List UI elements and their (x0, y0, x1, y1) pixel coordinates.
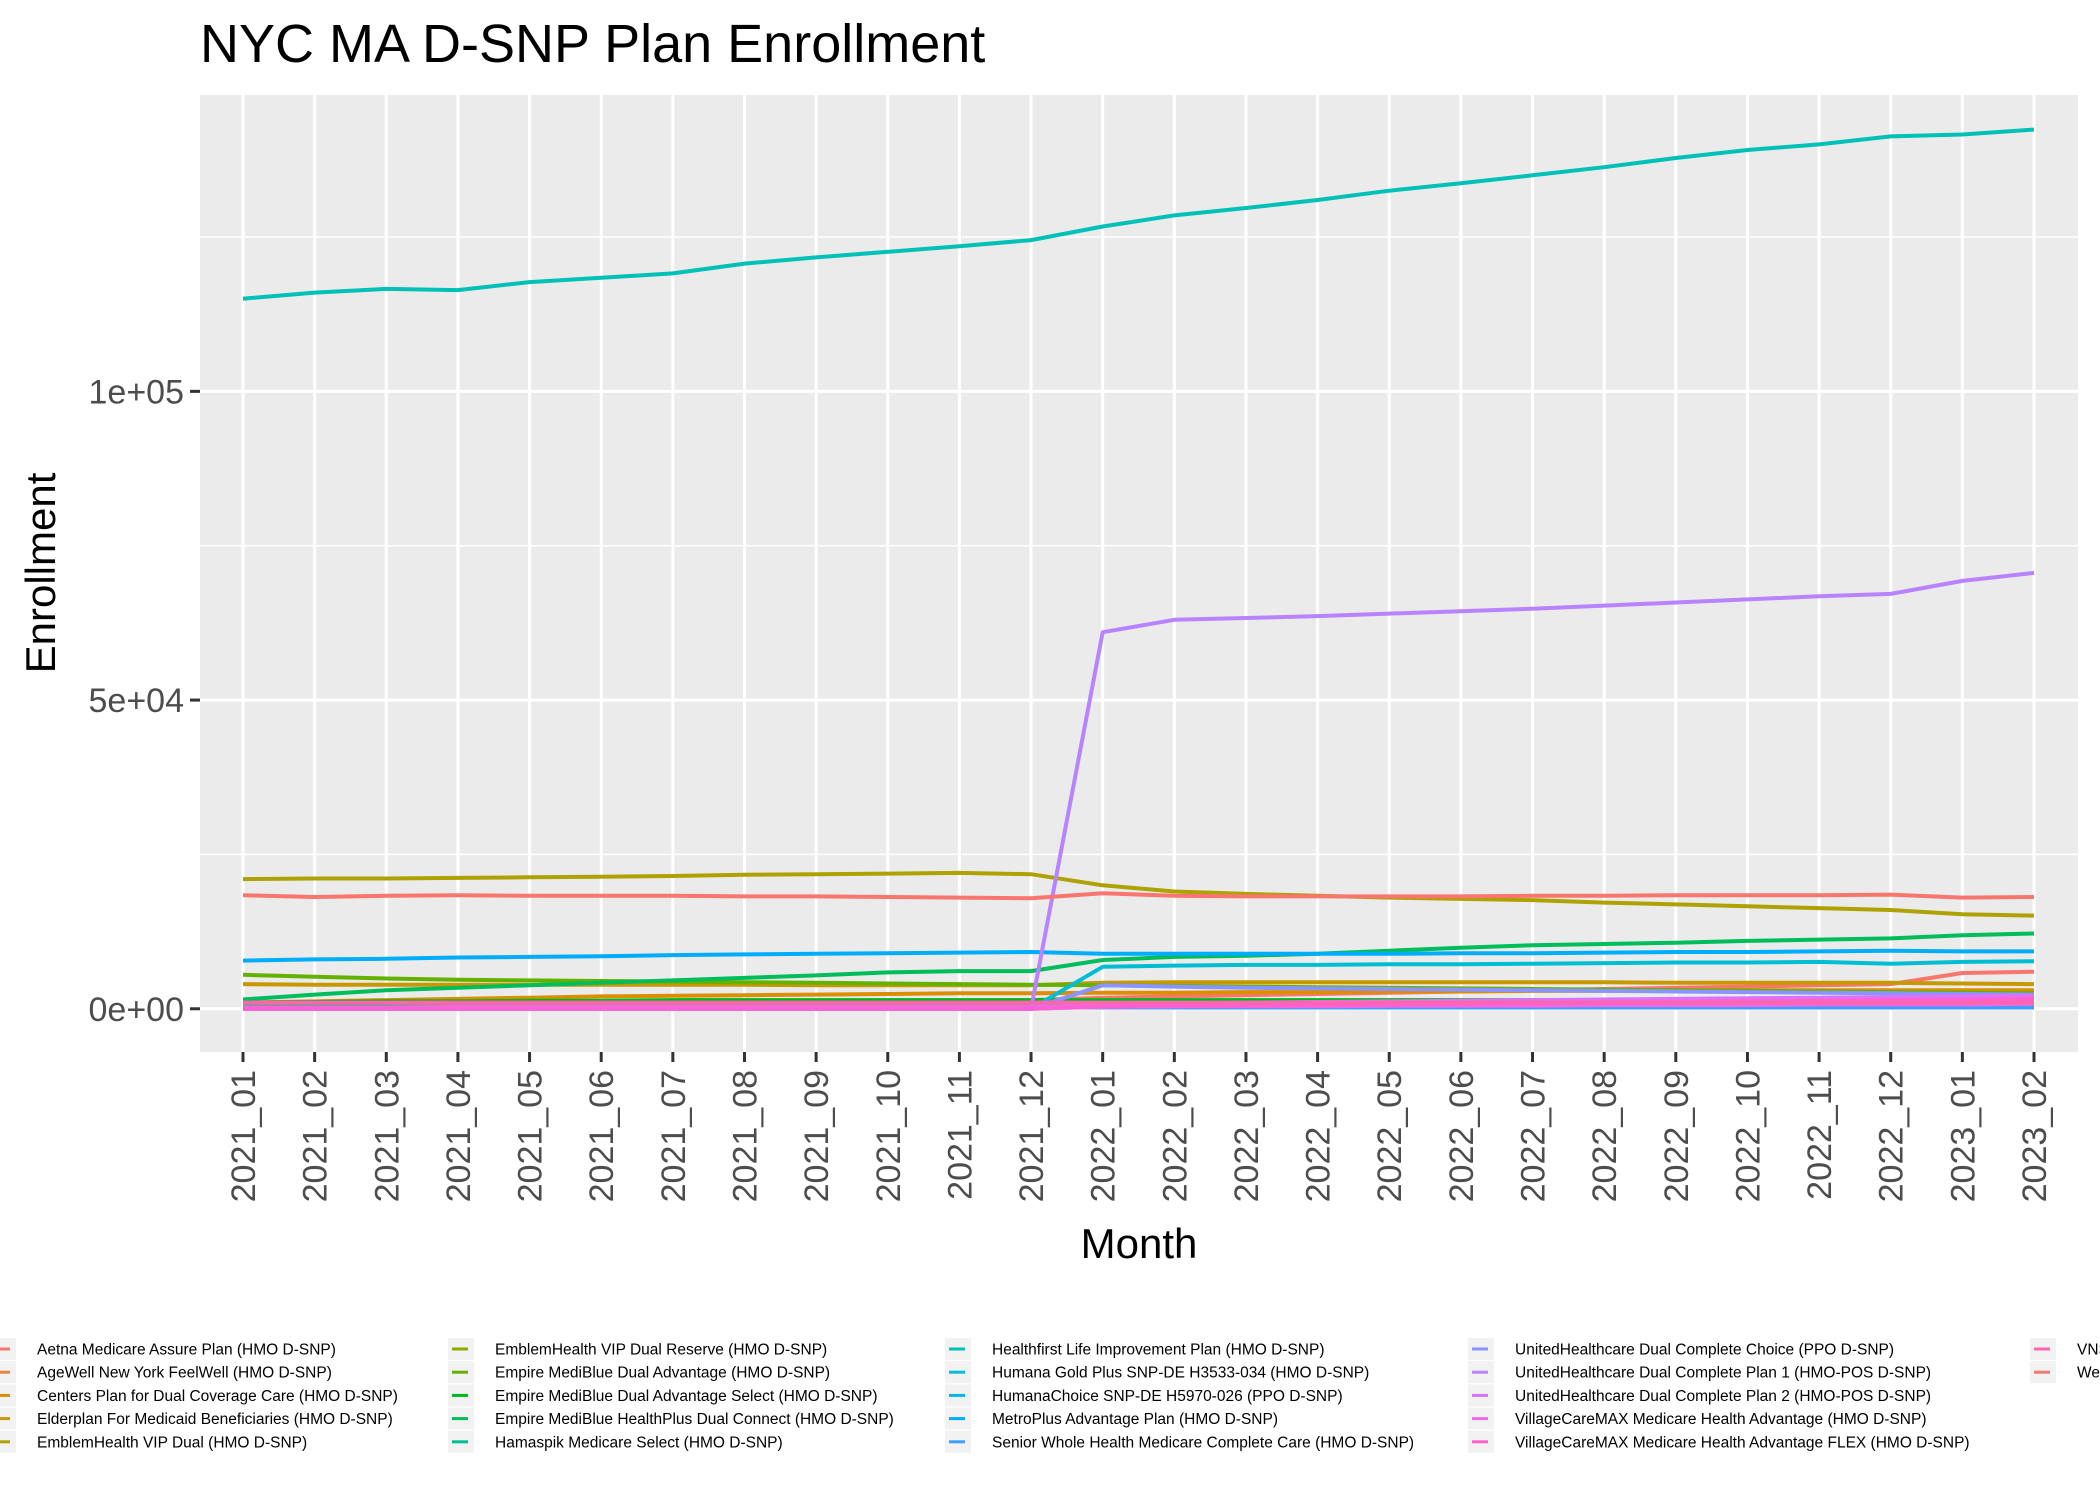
legend-entry-label: Healthfirst Life Improvement Plan (HMO D… (992, 1342, 1324, 1359)
x-axis: 2021_01 2021_02 2021_03 2021_04 2021_05 2021_… (225, 1052, 2054, 1202)
legend-entry-label: AgeWell New York FeelWell (HMO D-SNP) (37, 1365, 332, 1382)
y-tick-label: 0e+00 (89, 991, 185, 1029)
x-axis-title: Month (1081, 1220, 1198, 1267)
x-tick-label: 2023_01 (1944, 1070, 1982, 1202)
x-tick-label: 2021_04 (440, 1070, 478, 1202)
legend-entry-label: Humana Gold Plus SNP-DE H3533-034 (HMO D… (992, 1365, 1369, 1382)
x-tick-label: 2021_08 (726, 1070, 764, 1202)
legend-entry-label: VillageCareMAX Medicare Health Advantage… (1515, 1434, 1970, 1451)
x-tick-label: 2021_11 (941, 1070, 979, 1200)
legend-entry-label: Aetna Medicare Assure Plan (HMO D-SNP) (37, 1342, 336, 1359)
y-axis-title: Enrollment (17, 472, 64, 673)
x-tick-label: 2022_11 (1801, 1070, 1839, 1200)
legend-entry-label: Centers Plan for Dual Coverage Care (HMO… (37, 1388, 398, 1405)
x-tick-label: 2022_10 (1729, 1070, 1767, 1202)
x-tick-label: 2022_03 (1228, 1070, 1266, 1202)
legend-entry-label: UnitedHealthcare Dual Complete Plan 2 (H… (1515, 1388, 1931, 1405)
series-lines (242, 127, 2035, 1011)
x-tick-label: 2022_07 (1515, 1070, 1553, 1202)
legend-entry-label: VillageCareMAX Medicare Health Advantage… (1515, 1411, 1927, 1428)
x-tick-label: 2021_01 (225, 1070, 263, 1202)
series-line (242, 870, 2035, 918)
x-tick-label: 2021_06 (583, 1070, 621, 1202)
series-line (242, 931, 2035, 1002)
x-tick-label: 2022_05 (1371, 1070, 1409, 1202)
legend-entry-label: EmblemHealth VIP Dual (HMO D-SNP) (37, 1434, 307, 1451)
legend-entry-label: Empire MediBlue Dual Advantage Select (H… (495, 1388, 877, 1405)
legend-entry-label: UnitedHealthcare Dual Complete Choice (P… (1515, 1342, 1894, 1359)
x-tick-label: 2023_02 (2016, 1070, 2054, 1202)
legend: Aetna Medicare Assure Plan (HMO D-SNP) Ag… (0, 1338, 2100, 1453)
legend-entry-label: MetroPlus Advantage Plan (HMO D-SNP) (992, 1411, 1278, 1428)
x-tick-label: 2021_12 (1013, 1070, 1051, 1202)
chart-title: NYC MA D-SNP Plan Enrollment (200, 14, 985, 74)
y-tick-label: 5e+04 (89, 682, 185, 720)
series-line (242, 127, 2035, 301)
x-tick-label: 2021_03 (368, 1070, 406, 1202)
x-tick-label: 2022_02 (1156, 1070, 1194, 1202)
x-tick-label: 2021_07 (655, 1070, 693, 1202)
x-tick-label: 2022_06 (1443, 1070, 1481, 1202)
legend-entry-label: EmblemHealth VIP Dual Reserve (HMO D-SNP… (495, 1342, 827, 1359)
series-line (242, 948, 2034, 963)
minor-gridlines (200, 236, 2078, 856)
plot-panel (200, 95, 2078, 1052)
x-tick-label: 2022_01 (1085, 1070, 1123, 1202)
y-tick-label: 1e+05 (89, 373, 185, 411)
series-line (242, 891, 2035, 901)
x-tick-label: 2021_10 (870, 1070, 908, 1202)
legend-entry-label: Empire MediBlue HealthPlus Dual Connect … (495, 1411, 894, 1428)
legend-entry-label: UnitedHealthcare Dual Complete Plan 1 (H… (1515, 1365, 1931, 1382)
x-tick-label: 2021_02 (297, 1070, 335, 1202)
x-tick-label: 2021_09 (798, 1070, 836, 1202)
legend-entry-label: Empire MediBlue Dual Advantage (HMO D-SN… (495, 1365, 830, 1382)
x-tick-label: 2021_05 (512, 1070, 550, 1202)
x-tick-label: 2022_08 (1586, 1070, 1624, 1202)
legend-entry-label: HumanaChoice SNP-DE H5970-026 (PPO D-SNP… (992, 1388, 1343, 1405)
y-axis: 0e+00 5e+04 1e+05 (89, 373, 200, 1029)
legend-entry-label: Hamaspik Medicare Select (HMO D-SNP) (495, 1434, 783, 1451)
legend-entry-label: We (2077, 1365, 2100, 1382)
legend-entry-label: VNS (2077, 1342, 2100, 1359)
legend-entry-label: Elderplan For Medicaid Beneficiaries (HM… (37, 1411, 393, 1428)
legend-entry-label: Senior Whole Health Medicare Complete Ca… (992, 1434, 1414, 1451)
x-tick-label: 2022_09 (1658, 1070, 1696, 1202)
x-tick-label: 2022_04 (1300, 1070, 1338, 1202)
x-tick-label: 2022_12 (1873, 1070, 1911, 1202)
